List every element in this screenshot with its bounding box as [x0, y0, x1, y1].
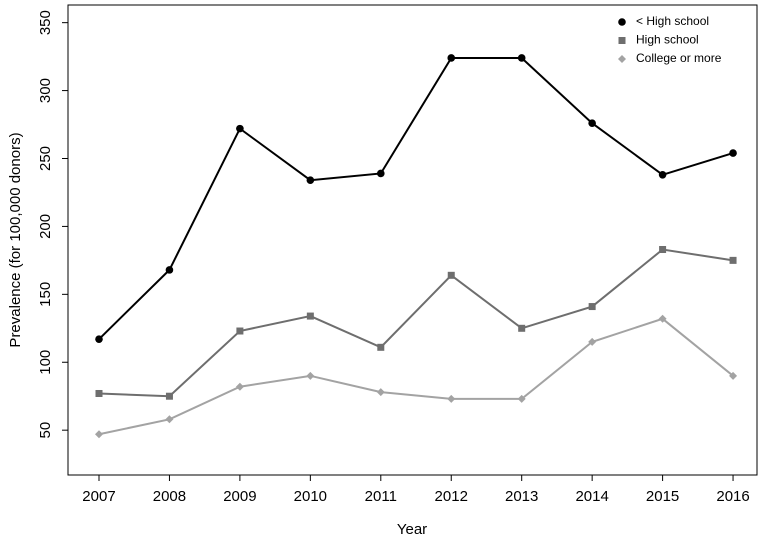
series-line — [98, 56, 734, 340]
y-tick-label: 50 — [37, 422, 54, 439]
marker — [658, 170, 667, 179]
marker — [165, 266, 174, 274]
legend-label: < High school — [636, 14, 709, 28]
legend-label: High school — [636, 33, 699, 47]
marker — [235, 382, 244, 391]
marker — [94, 430, 103, 439]
x-tick-label: 2009 — [223, 488, 256, 505]
marker — [165, 392, 173, 400]
marker — [236, 327, 244, 335]
marker — [95, 389, 103, 397]
y-tick-label: 250 — [37, 146, 54, 171]
marker — [165, 415, 174, 424]
marker — [659, 246, 667, 254]
marker — [729, 371, 738, 380]
marker — [618, 37, 626, 44]
marker — [306, 312, 314, 320]
marker — [447, 271, 455, 279]
x-tick-label: 2010 — [294, 488, 327, 505]
x-tick-label: 2007 — [82, 488, 115, 505]
plot-frame — [67, 4, 758, 476]
y-tick-label: 300 — [37, 78, 54, 103]
marker — [447, 394, 456, 403]
marker — [236, 124, 244, 133]
marker — [729, 256, 737, 264]
y-tick-label: 200 — [37, 214, 54, 239]
marker — [658, 314, 667, 323]
legend: < High school High school College or more — [618, 14, 722, 65]
marker — [377, 343, 385, 351]
marker — [588, 337, 597, 346]
marker — [306, 371, 315, 380]
marker — [447, 54, 456, 62]
marker — [588, 303, 596, 311]
marker — [517, 54, 526, 62]
y-axis-label: Prevalence (for 100,000 donors) — [7, 132, 24, 347]
marker — [618, 18, 626, 26]
x-tick-label: 2011 — [365, 488, 397, 505]
legend-label: College or more — [636, 51, 722, 65]
x-tick-label: 2014 — [575, 488, 608, 505]
marker — [729, 149, 737, 157]
marker — [618, 55, 626, 63]
marker — [306, 176, 315, 185]
marker — [517, 394, 526, 403]
x-tick-label: 2008 — [153, 488, 186, 505]
series-line — [98, 317, 734, 436]
x-tick-label: 2015 — [646, 488, 679, 505]
x-tick-label: 2013 — [505, 488, 538, 505]
y-tick-label: 100 — [37, 350, 54, 375]
x-tick-label: 2012 — [435, 488, 468, 505]
x-tick-label: 2016 — [716, 488, 749, 505]
marker — [588, 119, 596, 127]
series-line — [98, 248, 734, 398]
y-tick-label: 150 — [37, 282, 54, 307]
y-tick-label: 350 — [37, 10, 54, 35]
marker — [376, 169, 385, 178]
x-axis-label: Year — [397, 521, 427, 538]
marker — [95, 335, 103, 343]
marker — [376, 388, 385, 397]
marker — [518, 324, 526, 332]
